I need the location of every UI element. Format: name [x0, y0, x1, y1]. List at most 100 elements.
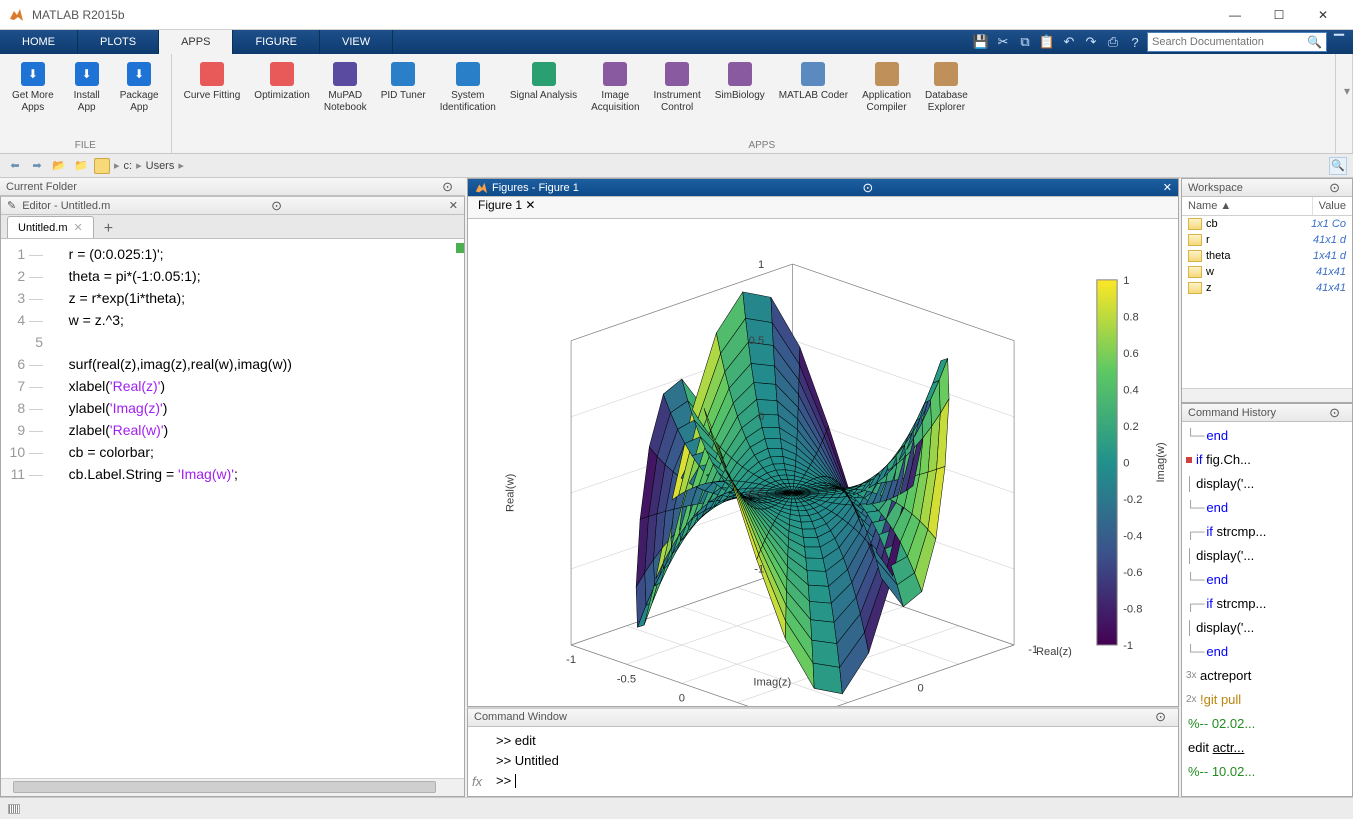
panel-menu-icon[interactable]: ⊙ [1329, 180, 1340, 196]
svg-text:-0.6: -0.6 [1123, 567, 1142, 579]
figure-canvas[interactable]: -1-0.500.5110.50-0.5-1-101Imag(z)Real(z)… [468, 219, 1178, 706]
app-icon [456, 62, 480, 86]
tool-package-app[interactable]: ⬇PackageApp [114, 58, 165, 138]
history-line[interactable]: 2x!git pull [1186, 688, 1348, 712]
command-history-title[interactable]: Command History ⊙ [1182, 404, 1352, 422]
busy-indicator-icon [8, 804, 20, 814]
svg-text:1: 1 [758, 259, 764, 271]
apps-dropdown-icon[interactable]: ▾ [1344, 84, 1350, 98]
tool-curve-fitting[interactable]: Curve Fitting [178, 58, 247, 138]
ribbon-tab-figure[interactable]: FIGURE [233, 30, 320, 54]
main-area: Current Folder ⊙ ✎ Editor - Untitled.m ⊙… [0, 178, 1353, 797]
close-button[interactable]: ✕ [1301, 1, 1345, 29]
tool-install-app[interactable]: ⬇InstallApp [62, 58, 112, 138]
history-line[interactable]: ┌─if strcmp... [1186, 520, 1348, 544]
search-input[interactable] [1152, 36, 1307, 48]
cut-icon[interactable]: ✂ [993, 33, 1013, 51]
history-line[interactable]: └─end [1186, 496, 1348, 520]
history-line[interactable]: └─end [1186, 640, 1348, 664]
history-line[interactable]: ┌─if strcmp... [1186, 592, 1348, 616]
workspace-var-z[interactable]: z41x41 [1182, 280, 1352, 296]
history-line[interactable]: │ display('... [1186, 544, 1348, 568]
ribbon-tab-home[interactable]: HOME [0, 30, 78, 54]
redo-icon[interactable]: ↷ [1081, 33, 1101, 51]
tool-mupad-notebook[interactable]: MuPADNotebook [318, 58, 373, 138]
ribbon-tab-plots[interactable]: PLOTS [78, 30, 159, 54]
new-tab-button[interactable]: + [94, 220, 123, 238]
panel-menu-icon[interactable]: ⊙ [1155, 709, 1166, 725]
panel-menu-icon[interactable]: ⊙ [862, 180, 873, 196]
back-button[interactable]: ⬅ [6, 157, 24, 175]
undo-icon[interactable]: ↶ [1059, 33, 1079, 51]
ribbon-tabs: HOMEPLOTSAPPSFIGUREVIEW 💾 ✂ ⧉ 📋 ↶ ↷ ⎙ ? … [0, 30, 1353, 54]
svg-text:0.2: 0.2 [1123, 421, 1138, 433]
workspace-var-r[interactable]: r41x1 d [1182, 232, 1352, 248]
tool-get-more-apps[interactable]: ⬇Get MoreApps [6, 58, 60, 138]
history-line[interactable]: 3xactreport [1186, 664, 1348, 688]
search-icon[interactable]: 🔍 [1307, 35, 1322, 49]
workspace-header[interactable]: Name ▲ Value [1182, 197, 1352, 216]
current-folder-title[interactable]: Current Folder ⊙ [0, 178, 465, 196]
panel-menu-icon[interactable]: ⊙ [1329, 405, 1340, 421]
tool-image-acquisition[interactable]: ImageAcquisition [585, 58, 645, 138]
copy-icon[interactable]: ⧉ [1015, 33, 1035, 51]
workspace-var-theta[interactable]: theta1x41 d [1182, 248, 1352, 264]
command-window-title[interactable]: Command Window ⊙ [468, 709, 1178, 727]
tool-system-identification[interactable]: SystemIdentification [434, 58, 502, 138]
save-icon[interactable]: 💾 [971, 33, 991, 51]
variable-icon [1188, 234, 1202, 246]
editor-title[interactable]: ✎ Editor - Untitled.m ⊙ ✕ [1, 197, 464, 215]
history-line[interactable]: %-- 10.02... [1186, 760, 1348, 784]
up-folder-icon[interactable]: 📂 [50, 157, 68, 175]
history-line[interactable]: edit actr... [1186, 736, 1348, 760]
svg-text:0: 0 [918, 682, 924, 694]
figure-tab[interactable]: Figure 1 ✕ [478, 198, 535, 218]
tool-matlab-coder[interactable]: MATLAB Coder [773, 58, 854, 138]
history-line[interactable]: └─end [1186, 568, 1348, 592]
tool-simbiology[interactable]: SimBiology [709, 58, 771, 138]
tool-database-explorer[interactable]: DatabaseExplorer [919, 58, 974, 138]
history-line[interactable]: │ display('... [1186, 472, 1348, 496]
browse-folder-icon[interactable]: 📁 [72, 157, 90, 175]
history-line[interactable]: └─end [1186, 424, 1348, 448]
paste-icon[interactable]: 📋 [1037, 33, 1057, 51]
panel-menu-icon[interactable]: ⊙ [271, 198, 282, 214]
figures-title[interactable]: Figures - Figure 1 ⊙ ✕ [468, 179, 1178, 197]
workspace-var-w[interactable]: w41x41 [1182, 264, 1352, 280]
close-tab-icon[interactable]: ✕ [525, 198, 535, 212]
workspace-title[interactable]: Workspace ⊙ [1182, 179, 1352, 197]
minimize-ribbon-icon[interactable]: ▔ [1329, 33, 1349, 51]
breadcrumb-folder[interactable]: Users [146, 160, 175, 172]
close-tab-icon[interactable]: ✕ [74, 221, 83, 234]
history-line[interactable]: %-- 02.02... [1186, 712, 1348, 736]
tool-instrument-control[interactable]: InstrumentControl [648, 58, 707, 138]
svg-text:Real(w): Real(w) [505, 473, 517, 512]
svg-text:-0.4: -0.4 [1123, 531, 1142, 543]
ribbon-tab-apps[interactable]: APPS [159, 30, 233, 54]
print-icon[interactable]: ⎙ [1103, 33, 1123, 51]
tool-pid-tuner[interactable]: PID Tuner [375, 58, 432, 138]
close-icon[interactable]: ✕ [449, 199, 458, 212]
code-area[interactable]: 1 —2 —3 —4 —56 —7 —8 —9 —10 —11 — r = (0… [1, 239, 464, 778]
breadcrumb-drive[interactable]: c: [124, 160, 133, 172]
history-line[interactable]: if fig.Ch... [1186, 448, 1348, 472]
tool-application-compiler[interactable]: ApplicationCompiler [856, 58, 917, 138]
workspace-scrollbar[interactable] [1182, 388, 1352, 402]
svg-text:-0.8: -0.8 [1123, 604, 1142, 616]
command-window-body[interactable]: fx >> edit>> Untitled>> [468, 727, 1178, 796]
tool-optimization[interactable]: Optimization [248, 58, 316, 138]
ribbon-tab-view[interactable]: VIEW [320, 30, 393, 54]
maximize-button[interactable]: ☐ [1257, 1, 1301, 29]
close-icon[interactable]: ✕ [1163, 181, 1172, 194]
find-files-icon[interactable]: 🔍 [1329, 157, 1347, 175]
panel-menu-icon[interactable]: ⊙ [442, 179, 453, 195]
tool-signal-analysis[interactable]: Signal Analysis [504, 58, 583, 138]
help-icon[interactable]: ? [1125, 33, 1145, 51]
editor-tab[interactable]: Untitled.m ✕ [7, 216, 94, 238]
forward-button[interactable]: ➡ [28, 157, 46, 175]
editor-scrollbar[interactable] [1, 778, 464, 796]
search-documentation[interactable]: 🔍 [1147, 32, 1327, 52]
workspace-var-cb[interactable]: cb1x1 Co [1182, 216, 1352, 232]
history-line[interactable]: │ display('... [1186, 616, 1348, 640]
minimize-button[interactable]: — [1213, 1, 1257, 29]
